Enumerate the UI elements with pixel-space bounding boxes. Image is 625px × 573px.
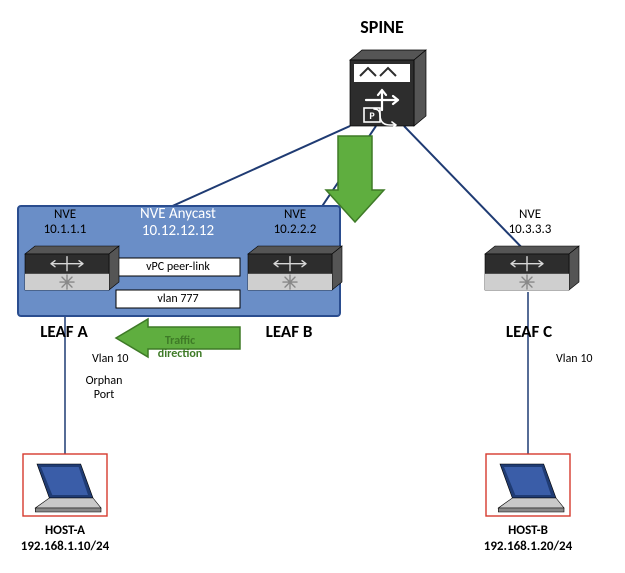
leaf-c-nve-label: NVE [519,207,541,222]
leaf-b-label: LEAF B [266,321,313,342]
leaf-b-nve-ip: 10.2.2.2 [274,222,317,237]
laptop-base-icon [35,498,101,508]
leaf-b-switch [248,246,342,290]
host-b-name: HOST-B [508,523,548,538]
nve-anycast-ip: 10.12.12.12 [142,222,214,240]
leaf-c-label: LEAF C [506,321,552,342]
vlan10-c: Vlan 10 [556,352,593,366]
traffic-direction-label-2: direction [158,347,203,361]
nve-anycast-label: NVE Anycast [140,205,216,223]
spine-label: SPINE [360,16,404,38]
host-a-ip: 192.168.1.10/24 [21,539,110,554]
orphan-port-label-2: Port [94,388,115,402]
host-b-ip: 192.168.1.20/24 [484,539,573,554]
orphan-port-label: Orphan [86,374,123,388]
leaf-a-switch [25,246,119,290]
leaf-a-nve-label: NVE [54,207,76,222]
leaf-a-label: LEAF A [40,321,88,342]
vpc-peer-link-label: vPC peer-link [146,260,210,274]
host-b [486,454,570,516]
host-a-name: HOST-A [45,523,85,538]
vlan10-a: Vlan 10 [92,352,129,366]
laptop-base-icon [498,498,564,508]
leaf-b-nve-label: NVE [284,207,306,222]
leaf-a-nve-ip: 10.1.1.1 [44,222,87,237]
vlan777-label: vlan 777 [157,292,198,306]
spine-device: P [350,50,426,128]
host-a [23,454,107,516]
leaf-c-nve-ip: 10.3.3.3 [509,222,552,237]
traffic-direction-label: Traffic [165,334,195,348]
spine-p-icon: P [369,109,375,122]
leaf-c-switch [485,246,579,290]
